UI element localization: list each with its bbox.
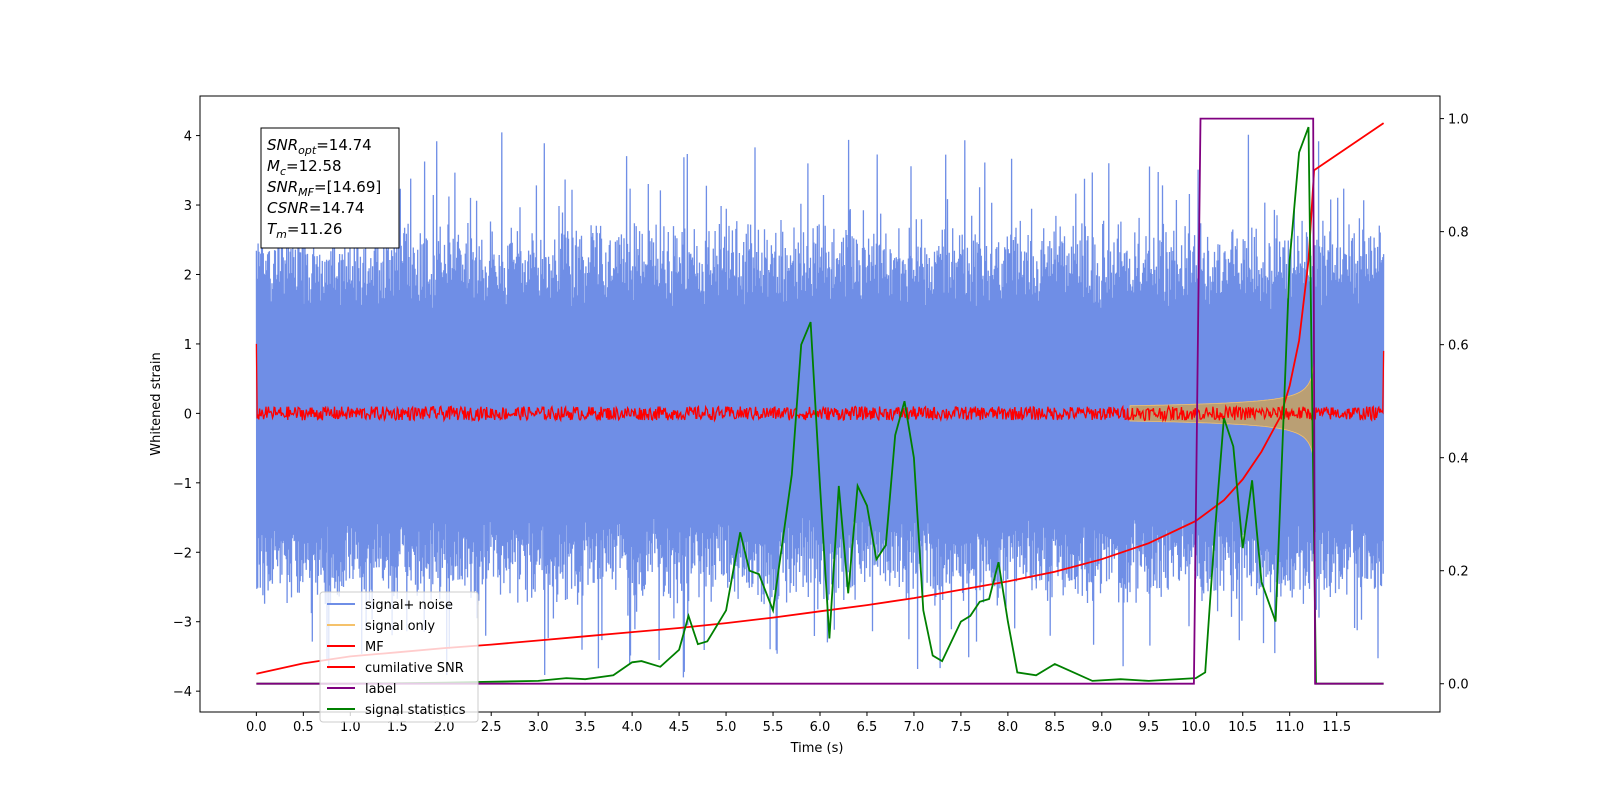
series-label xyxy=(256,117,1384,685)
legend-entry: signal+ noise xyxy=(365,598,453,613)
x-tick-label: 11.0 xyxy=(1275,720,1304,735)
x-tick-label: 7.5 xyxy=(951,720,972,735)
info-line: SNRMF=[14.69] xyxy=(267,178,381,199)
series-signal-statistics xyxy=(256,126,1384,685)
x-tick-label: 9.0 xyxy=(1091,720,1112,735)
x-tick-label: 2.5 xyxy=(481,720,502,735)
y-right-tick-label: 0.6 xyxy=(1448,339,1469,354)
x-axis: 0.0 0.5 1.0 1.5 2.0 2.5 3.0 3.5 4.0 4.5 5.0 5.5 6.0 6… xyxy=(246,712,1351,735)
series-mf xyxy=(255,343,1385,423)
x-tick-label: 8.0 xyxy=(998,720,1019,735)
x-tick-label: 8.5 xyxy=(1045,720,1066,735)
y-tick-label: −3 xyxy=(173,616,192,631)
x-tick-label: 3.5 xyxy=(575,720,596,735)
y-right-tick-label: 0.4 xyxy=(1448,452,1469,467)
x-tick-label: 10.0 xyxy=(1181,720,1210,735)
info-box-frame xyxy=(260,127,400,249)
x-tick-label: 4.5 xyxy=(669,720,690,735)
legend-entry: MF xyxy=(365,640,384,655)
y-tick-label: 1 xyxy=(184,338,192,353)
y-tick-label: −4 xyxy=(173,685,192,700)
x-tick-label: 2.0 xyxy=(434,720,455,735)
y-right-tick-label: 0.0 xyxy=(1448,678,1469,693)
y-right-tick-label: 0.8 xyxy=(1448,226,1469,241)
x-axis-label: Time (s) xyxy=(790,741,844,756)
y-right-tick-label: 1.0 xyxy=(1448,113,1469,128)
x-tick-label: 1.0 xyxy=(340,720,361,735)
legend-entry: signal only xyxy=(365,619,435,634)
info-line: Tm=11.26 xyxy=(267,220,342,241)
x-tick-label: 1.5 xyxy=(387,720,408,735)
legend-entry: label xyxy=(365,682,396,697)
y-tick-label: −2 xyxy=(173,546,192,561)
y-tick-label: 4 xyxy=(184,130,192,145)
y-tick-label: 2 xyxy=(184,268,192,283)
legend-entry: cumilative SNR xyxy=(365,661,464,676)
series-cumilative-snr xyxy=(256,122,1385,675)
x-tick-label: 10.5 xyxy=(1228,720,1257,735)
x-tick-label: 4.0 xyxy=(622,720,643,735)
x-tick-label: 6.5 xyxy=(857,720,878,735)
info-line: SNRopt=14.74 xyxy=(267,136,372,157)
x-tick-label: 5.5 xyxy=(763,720,784,735)
x-tick-label: 7.0 xyxy=(904,720,925,735)
legend-entry: signal statistics xyxy=(365,703,466,718)
y-right-tick-label: 0.2 xyxy=(1448,565,1469,580)
info-line: CSNR=14.74 xyxy=(267,199,364,217)
x-tick-label: 3.0 xyxy=(528,720,549,735)
y-tick-label: 3 xyxy=(184,199,192,214)
info-line: Mc=12.58 xyxy=(267,157,342,178)
plot-layer xyxy=(255,117,1385,685)
y-tick-label: −1 xyxy=(173,477,192,492)
y-axis-right: 0.0 0.2 0.4 0.6 0.8 1.0 xyxy=(1440,113,1469,693)
y-axis-label: Whitened strain xyxy=(149,352,164,455)
legend-frame xyxy=(319,591,479,723)
y-axis-left: −4 −3 −2 −1 0 1 2 3 4 xyxy=(173,130,200,700)
x-tick-label: 5.0 xyxy=(716,720,737,735)
x-tick-label: 0.5 xyxy=(293,720,314,735)
legend: signal+ noise signal only MF cumilative SNR… xyxy=(319,591,479,723)
x-tick-label: 6.0 xyxy=(810,720,831,735)
x-tick-label: 9.5 xyxy=(1138,720,1159,735)
info-box: SNRopt=14.74Mc=12.58SNRMF=[14.69]CSNR=14… xyxy=(260,127,400,249)
x-tick-label: 11.5 xyxy=(1322,720,1351,735)
y-tick-label: 0 xyxy=(184,407,192,422)
x-tick-label: 0.0 xyxy=(246,720,267,735)
